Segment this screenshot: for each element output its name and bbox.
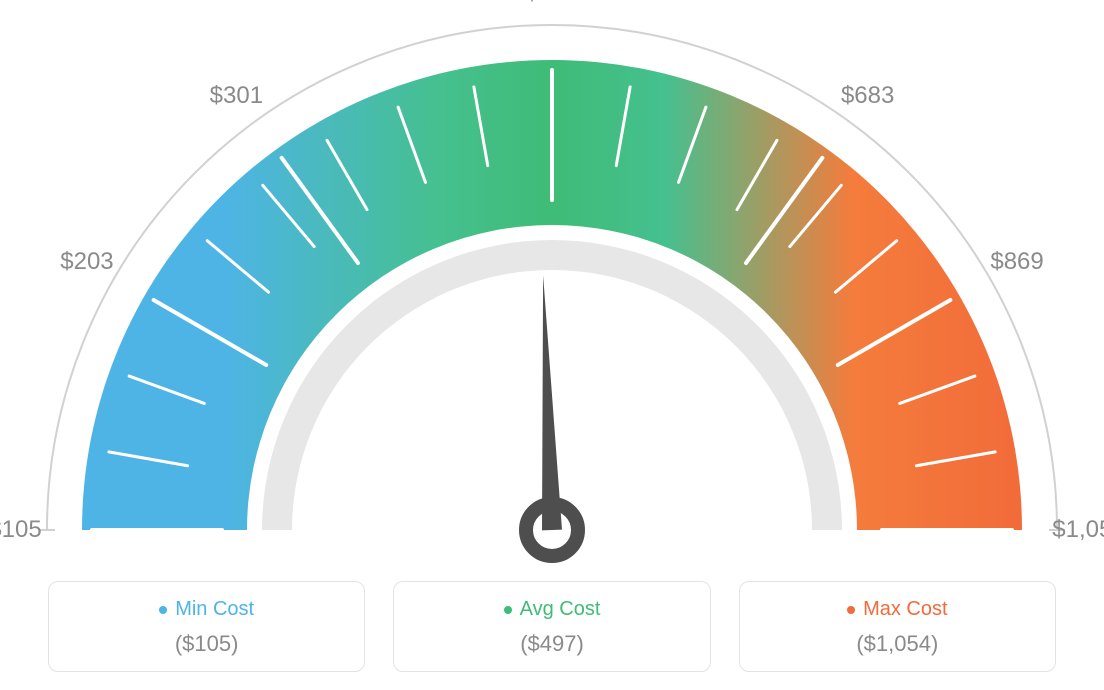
legend-label-max: Max Cost xyxy=(863,598,947,620)
tick-label: $683 xyxy=(841,82,894,110)
tick-label: $1,054 xyxy=(1052,516,1104,544)
tick-label: $497 xyxy=(525,0,578,7)
legend-label-min: Min Cost xyxy=(175,598,254,620)
dot-icon xyxy=(847,606,855,614)
legend-value-max: ($1,054) xyxy=(740,631,1055,657)
tick-label: $869 xyxy=(990,248,1043,276)
legend-value-avg: ($497) xyxy=(394,631,709,657)
legend-title-max: Max Cost xyxy=(740,598,1055,621)
tick-label: $105 xyxy=(0,516,42,544)
tick-label: $203 xyxy=(60,248,113,276)
legend-card-max: Max Cost ($1,054) xyxy=(739,581,1056,672)
legend-card-avg: Avg Cost ($497) xyxy=(393,581,710,672)
legend-title-min: Min Cost xyxy=(49,598,364,621)
legend-card-min: Min Cost ($105) xyxy=(48,581,365,672)
gauge-svg xyxy=(0,0,1104,570)
legend-title-avg: Avg Cost xyxy=(394,598,709,621)
legend-label-avg: Avg Cost xyxy=(520,598,601,620)
dot-icon xyxy=(504,606,512,614)
legend-value-min: ($105) xyxy=(49,631,364,657)
dot-icon xyxy=(159,606,167,614)
tick-label: $301 xyxy=(210,82,263,110)
gauge-area: $105 $203 $301 $497 $683 $869 $1,054 xyxy=(0,0,1104,570)
legend-row: Min Cost ($105) Avg Cost ($497) Max Cost… xyxy=(48,581,1056,672)
cost-gauge-chart: $105 $203 $301 $497 $683 $869 $1,054 Min Cost … xyxy=(0,0,1104,690)
